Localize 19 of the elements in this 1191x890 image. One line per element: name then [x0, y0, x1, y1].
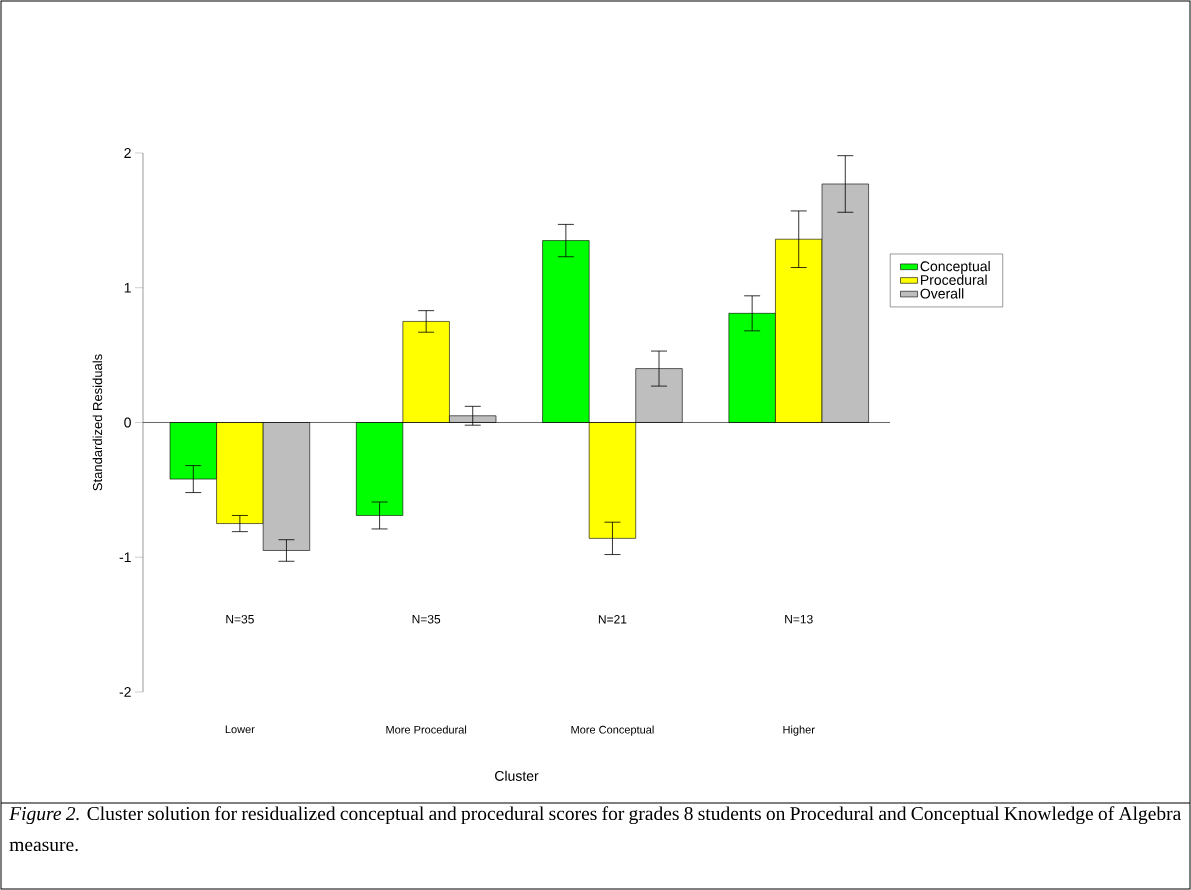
legend-label: Overall: [920, 288, 964, 299]
y-tick-label: 1: [124, 282, 131, 293]
legend-label: Procedural: [921, 274, 987, 285]
x-tick-label: More Conceptual: [571, 725, 654, 736]
text: Figure 2. Cluster solution for residualized conceptual and procedural scores for grades 8 students on Procedural and Conceptual Knowledge of Algebra measure.: [9, 806, 1182, 852]
x-tick-label: Lower: [225, 725, 255, 734]
x-tick-label: More Procedural: [386, 725, 467, 734]
y-tick-label: 0: [124, 417, 131, 428]
y-tick-label: 2: [124, 148, 131, 158]
annotation: N=21: [598, 615, 627, 624]
y-axis-title: Standardized Residuals: [92, 354, 103, 491]
legend-label: Conceptual: [920, 260, 990, 275]
annotation: N=13: [785, 614, 813, 624]
annotation: N=35: [412, 614, 441, 624]
y-tick-label: -2: [119, 687, 131, 697]
x-tick-label: Higher: [783, 725, 815, 736]
annotation: N=35: [226, 614, 254, 624]
y-tick-label: -1: [119, 552, 131, 563]
x-axis-title: Cluster: [495, 770, 539, 781]
